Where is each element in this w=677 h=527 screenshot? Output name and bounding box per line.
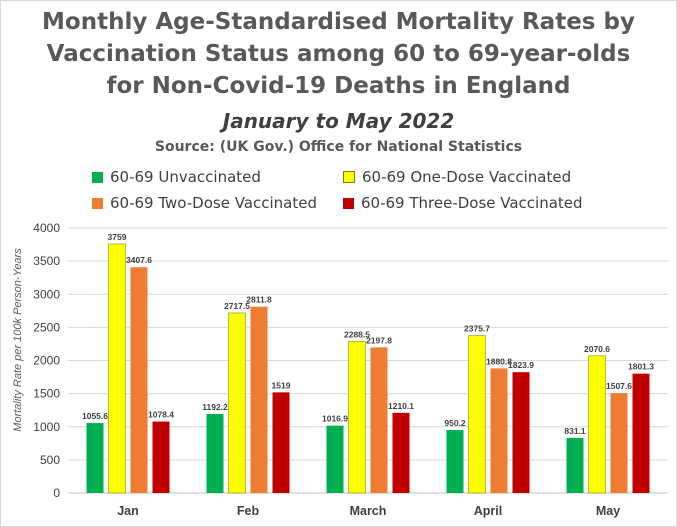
legend-item-one-dose: 60-69 One-Dose Vaccinated (343, 168, 571, 186)
y-tick-label: 1500 (33, 387, 60, 401)
bar (348, 341, 366, 494)
y-tick-label: 0 (53, 486, 60, 500)
bar (446, 430, 464, 493)
bar (326, 425, 344, 493)
data-label: 1210.1 (388, 401, 414, 411)
legend-label: 60-69 Unvaccinated (110, 168, 261, 186)
data-label: 1823.9 (508, 360, 534, 370)
bars (86, 243, 650, 494)
y-axis-ticks: 0 500 1000 1500 2000 2500 3000 3500 4000 (33, 221, 60, 500)
bar (632, 373, 650, 493)
legend-label: 60-69 Two-Dose Vaccinated (110, 194, 317, 212)
bar (512, 372, 530, 493)
data-label: 2375.7 (464, 324, 490, 334)
legend-swatch (343, 171, 355, 183)
legend-swatch (343, 197, 354, 209)
data-label: 1192.2 (202, 402, 228, 412)
bar (108, 243, 126, 494)
data-label: 1016.9 (322, 414, 348, 424)
bar (228, 312, 246, 494)
legend-label: 60-69 One-Dose Vaccinated (362, 168, 572, 186)
bar (490, 368, 508, 493)
data-label: 1055.6 (82, 411, 108, 421)
data-label: 1880.8 (486, 356, 512, 366)
x-tick-label: April (474, 504, 502, 518)
data-label: 2070.6 (584, 344, 610, 354)
data-label: 2288.5 (344, 329, 370, 339)
data-label: 1507.6 (606, 381, 632, 391)
bar (152, 421, 170, 493)
data-label: 831.1 (564, 426, 586, 436)
chart-title-line-1: Monthly Age-Standardised Mortality Rates… (42, 9, 635, 35)
data-label: 1801.3 (628, 362, 654, 372)
y-axis-label: Mortality Rate per 100k Person-Years (12, 248, 24, 432)
bar (392, 412, 410, 493)
x-tick-label: March (350, 504, 387, 518)
bar (468, 335, 486, 494)
chart-title-line-2: Vaccination Status among 60 to 69-year-o… (46, 41, 631, 67)
bar (588, 355, 606, 494)
bar (206, 414, 224, 493)
bar (272, 392, 290, 493)
data-label: 3407.6 (126, 255, 152, 265)
chart-subtitle: January to May 2022 (222, 109, 455, 133)
bar (610, 393, 628, 493)
legend-label: 60-69 Three-Dose Vaccinated (361, 194, 583, 212)
y-tick-label: 4000 (33, 221, 60, 235)
legend-item-two-dose: 60-69 Two-Dose Vaccinated (92, 194, 317, 212)
y-tick-label: 500 (40, 453, 60, 467)
x-axis-ticks: Jan Feb March April May (117, 504, 620, 518)
y-tick-label: 2500 (33, 320, 60, 334)
data-label: 1519 (272, 380, 291, 390)
chart-source: Source: (UK Gov.) Office for National St… (154, 139, 523, 155)
legend-item-three-dose: 60-69 Three-Dose Vaccinated (343, 194, 583, 212)
data-labels: 1055.6 3759 3407.6 1078.4 1192.2 2717.52811.8… (82, 232, 654, 436)
bar (370, 347, 388, 493)
chart-title-line-3: for Non-Covid-19 Deaths in England (106, 73, 571, 99)
x-tick-label: Jan (117, 504, 139, 518)
data-label: 1078.4 (148, 410, 174, 420)
y-tick-label: 1000 (33, 420, 60, 434)
y-tick-label: 3000 (33, 287, 60, 301)
bar (86, 423, 104, 493)
y-tick-label: 2000 (33, 354, 60, 368)
data-label: 2811.8 (246, 295, 272, 305)
x-tick-label: Feb (237, 504, 260, 518)
y-tick-label: 3500 (33, 254, 60, 268)
data-label: 2197.8 (366, 335, 392, 345)
legend-item-unvaccinated: 60-69 Unvaccinated (92, 168, 261, 186)
data-label: 950.2 (444, 418, 466, 428)
legend-swatch (92, 197, 103, 209)
x-tick-label: May (596, 504, 620, 518)
bar (250, 306, 268, 493)
bar (130, 267, 148, 493)
data-label: 2717.5 (224, 301, 250, 311)
legend-swatch (92, 171, 103, 183)
bar (566, 437, 584, 493)
data-label: 3759 (108, 232, 127, 242)
